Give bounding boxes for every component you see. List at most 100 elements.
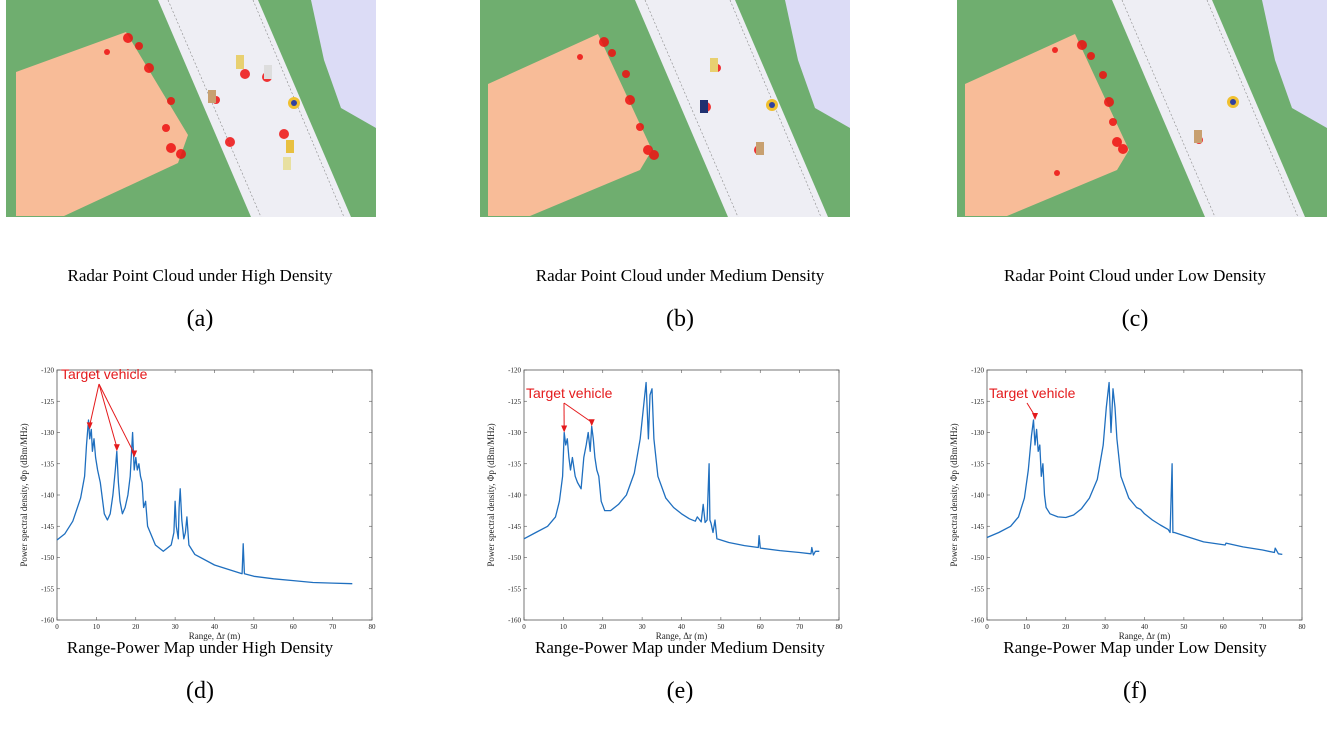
x-tick-label: 40 (1141, 623, 1149, 631)
x-tick-label: 10 (560, 623, 568, 631)
caption-a: Radar Point Cloud under High Density (67, 266, 333, 285)
x-tick-label: 20 (599, 623, 607, 631)
sublabel-f: (f) (1123, 678, 1147, 704)
x-tick-label: 60 (290, 623, 298, 631)
y-tick-label: -130 (41, 429, 54, 437)
psd-series-line (986, 381, 1283, 556)
x-tick-label: 30 (172, 623, 180, 631)
point-cloud-scene-low (957, 0, 1327, 217)
annotation-label: Target vehicle (61, 366, 148, 382)
y-tick-label: -135 (508, 460, 521, 468)
x-tick-label: 70 (1259, 623, 1267, 631)
y-tick-label: -145 (971, 523, 984, 531)
x-tick-label: 20 (1062, 623, 1070, 631)
x-tick-label: 10 (93, 623, 101, 631)
x-tick-label: 50 (717, 623, 725, 631)
x-tick-label: 30 (639, 623, 647, 631)
y-tick-label: -120 (971, 367, 984, 375)
x-tick-label: 70 (796, 623, 804, 631)
x-axis-label: Range, Δr (m) (656, 631, 708, 641)
x-tick-label: 80 (836, 623, 844, 631)
caption-d: Range-Power Map under High Density (66, 638, 334, 657)
panel-a: Radar Point Cloud under High Density (a) (0, 0, 400, 340)
y-tick-label: -140 (41, 492, 54, 500)
x-tick-label: 0 (522, 623, 526, 631)
annotation-arrowhead (588, 419, 595, 427)
y-tick-label: -160 (971, 617, 984, 625)
plot-d: 0 10 20 30 40 50 60 70 80 -120 -125 -130 -135 -140 -14… (15, 362, 385, 641)
plot-f: 0 10 20 30 40 50 60 70 80 -120 -125 -130 -135 -140 -14… (945, 362, 1315, 642)
annotation-arrow (98, 383, 118, 448)
panel-c: Radar Point Cloud under Low Density (c) (935, 0, 1335, 340)
x-axis-label: Range, Δr (m) (189, 631, 241, 641)
y-tick-label: -130 (508, 429, 521, 437)
x-tick-label: 80 (369, 623, 377, 631)
x-tick-label: 60 (757, 623, 765, 631)
annotation-arrowhead (86, 422, 93, 430)
y-axis-label: Power spectral density, Φp (dBm/MHz) (19, 423, 29, 566)
range-power-chart-high: 0 10 20 30 40 50 60 70 80 -120 -125 -130 -135 -140 -14… (19, 366, 376, 641)
point-cloud-scene-medium (480, 0, 850, 217)
y-tick-label: -160 (508, 617, 521, 625)
x-tick-label: 20 (132, 623, 140, 631)
y-tick-label: -125 (508, 398, 521, 406)
x-tick-label: 0 (985, 623, 989, 631)
annotation-arrowhead (1032, 413, 1039, 420)
y-axis-label: Power spectral density, Φp (dBm/MHz) (949, 423, 959, 566)
sublabel-c: (c) (1121, 306, 1149, 332)
annotation-arrowhead (131, 450, 138, 458)
x-tick-label: 50 (1180, 623, 1188, 631)
psd-series-line (56, 419, 353, 585)
x-axis-label: Range, Δr (m) (1119, 631, 1171, 641)
y-axis-label: Power spectral density, Φp (dBm/MHz) (486, 423, 496, 566)
annotation-label: Target vehicle (989, 385, 1076, 401)
annotation-arrowhead (113, 444, 120, 452)
sublabel-b: (b) (666, 306, 694, 332)
y-tick-label: -155 (971, 585, 984, 593)
y-tick-label: -150 (41, 554, 54, 562)
y-tick-label: -145 (41, 523, 54, 531)
x-tick-label: 60 (1220, 623, 1228, 631)
x-tick-label: 50 (250, 623, 258, 631)
annotation-arrowhead (561, 425, 568, 433)
annotation-arrow (89, 383, 100, 426)
y-tick-label: -120 (41, 367, 54, 375)
annotation-arrow (98, 383, 135, 454)
plot-e: 0 10 20 30 40 50 60 70 80 -120 -125 -130 -135 -140 -14… (482, 362, 852, 642)
x-tick-label: 80 (1299, 623, 1307, 631)
range-power-chart-medium: 0 10 20 30 40 50 60 70 80 -120 -125 -130 -135 -140 -14… (486, 367, 843, 642)
y-tick-label: -135 (41, 460, 54, 468)
scene-map (957, 0, 1327, 217)
caption-c: Radar Point Cloud under Low Density (1003, 266, 1267, 285)
y-tick-label: -130 (971, 429, 984, 437)
scene-map (480, 0, 850, 217)
caption-e: Range-Power Map under Medium Density (535, 638, 825, 657)
point-cloud-scene-high (6, 0, 376, 217)
y-tick-label: -160 (41, 617, 54, 625)
y-tick-label: -135 (971, 460, 984, 468)
x-tick-label: 30 (1102, 623, 1110, 631)
y-tick-label: -155 (41, 585, 54, 593)
panel-b: Radar Point Cloud under Medium Density (… (470, 0, 890, 340)
plot-frame (986, 369, 1303, 621)
sublabel-a: (a) (186, 306, 214, 332)
sublabel-d: (d) (186, 678, 214, 704)
annotation-label: Target vehicle (526, 385, 613, 401)
scene-map (6, 0, 376, 217)
y-tick-label: -150 (971, 554, 984, 562)
psd-series-line (523, 381, 820, 556)
caption-f: Range-Power Map under Low Density (1003, 638, 1267, 657)
y-tick-label: -125 (971, 398, 984, 406)
y-tick-label: -140 (971, 492, 984, 500)
annotation-arrow (563, 402, 593, 423)
x-tick-label: 40 (678, 623, 686, 631)
x-tick-label: 10 (1023, 623, 1031, 631)
x-tick-label: 70 (329, 623, 337, 631)
y-tick-label: -150 (508, 554, 521, 562)
y-tick-label: -155 (508, 585, 521, 593)
range-power-chart-low: 0 10 20 30 40 50 60 70 80 -120 -125 -130 -135 -140 -14… (949, 367, 1306, 642)
sublabel-e: (e) (666, 678, 694, 704)
y-tick-label: -125 (41, 398, 54, 406)
caption-b: Radar Point Cloud under Medium Density (535, 266, 825, 285)
y-tick-label: -140 (508, 492, 521, 500)
